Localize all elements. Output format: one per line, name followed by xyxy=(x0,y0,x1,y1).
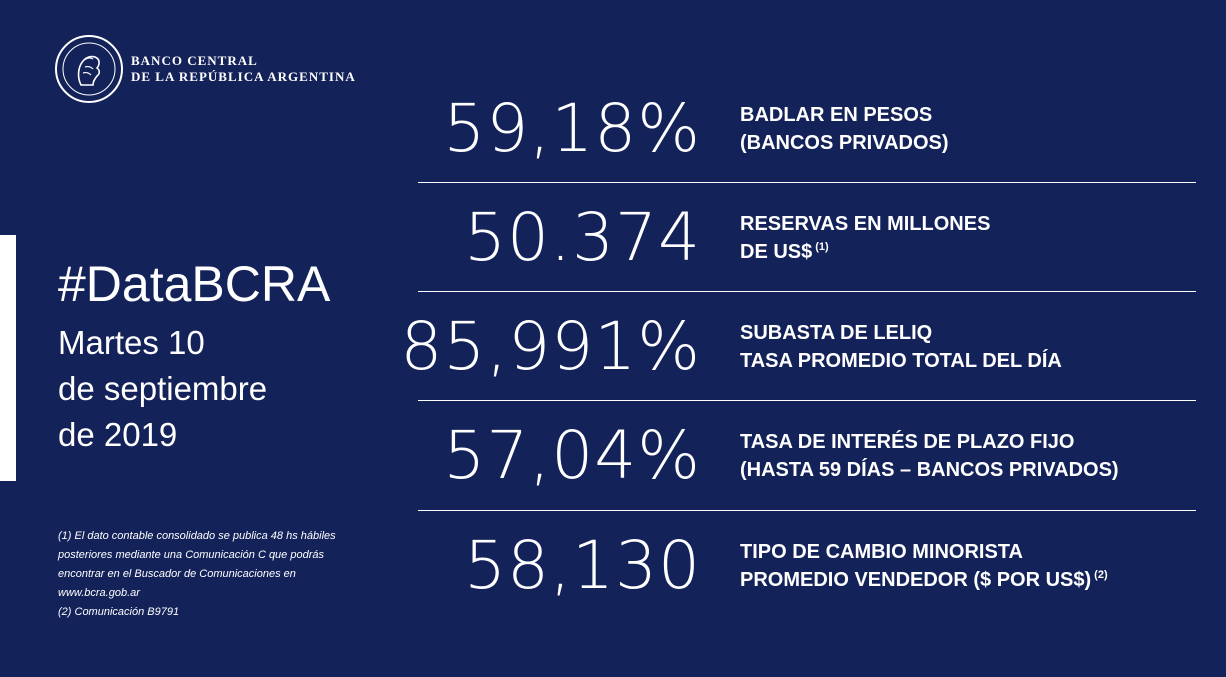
indicator-value: 58,130 xyxy=(464,527,701,604)
indicator-label: RESERVAS EN MILLONES DE US$ (1) xyxy=(740,183,1196,292)
date-block: Martes 10 de septiembre de 2019 xyxy=(58,320,358,458)
indicator-row-reservas: 50.374 RESERVAS EN MILLONES DE US$ (1) xyxy=(418,183,1196,292)
date-line1: Martes 10 xyxy=(58,324,205,361)
date-line2: de septiembre xyxy=(58,370,268,407)
hashtag-title: #DataBCRA xyxy=(58,256,331,312)
indicator-label-line1: TIPO DE CAMBIO MINORISTA xyxy=(740,540,1023,563)
indicator-value: 59,18% xyxy=(443,90,701,167)
date-line3: de 2019 xyxy=(58,416,178,453)
indicator-label-line2: (HASTA 59 DÍAS – BANCOS PRIVADOS) xyxy=(740,458,1119,481)
indicator-value: 50.374 xyxy=(464,199,701,276)
indicator-label-line2: (BANCOS PRIVADOS) xyxy=(740,131,949,154)
divider xyxy=(418,291,1196,292)
indicator-label: BADLAR EN PESOS (BANCOS PRIVADOS) xyxy=(740,74,1196,183)
footnotes: (1) El dato contable consolidado se publ… xyxy=(58,530,336,618)
indicator-label-line2: PROMEDIO VENDEDOR ($ POR US$) (2) xyxy=(740,568,1108,591)
indicator-label: TIPO DE CAMBIO MINORISTA PROMEDIO VENDED… xyxy=(740,511,1196,620)
footnote-ref: (1) xyxy=(815,240,829,253)
accent-bar xyxy=(0,235,16,481)
indicator-row-leliq: 85,991% SUBASTA DE LELIQ TASA PROMEDIO T… xyxy=(400,292,1196,401)
indicator-label-line1: BADLAR EN PESOS xyxy=(740,103,933,126)
indicator-value: 85,991% xyxy=(400,308,701,385)
bcra-logo: BANCO CENTRAL DE LA REPÚBLICA ARGENTINA xyxy=(55,35,395,110)
bank-name-line1: BANCO CENTRAL xyxy=(131,53,258,68)
bcra-seal-icon xyxy=(55,35,123,103)
indicator-label-line1: RESERVAS EN MILLONES xyxy=(740,212,991,235)
indicator-label: TASA DE INTERÉS DE PLAZO FIJO (HASTA 59 … xyxy=(740,401,1196,510)
bank-name: BANCO CENTRAL DE LA REPÚBLICA ARGENTINA xyxy=(131,53,356,85)
indicator-label-line2: DE US$ (1) xyxy=(740,240,829,263)
indicator-label-line2: TASA PROMEDIO TOTAL DEL DÍA xyxy=(740,349,1062,372)
indicator-label: SUBASTA DE LELIQ TASA PROMEDIO TOTAL DEL… xyxy=(740,292,1196,401)
divider xyxy=(418,400,1196,401)
divider xyxy=(418,510,1196,511)
indicator-row-badlar: 59,18% BADLAR EN PESOS (BANCOS PRIVADOS) xyxy=(418,74,1196,183)
footnote-ref: (2) xyxy=(1094,568,1108,581)
indicator-row-tipo-cambio: 58,130 TIPO DE CAMBIO MINORISTA PROMEDIO… xyxy=(418,511,1196,620)
indicator-value: 57,04% xyxy=(443,417,701,494)
bank-name-line2: DE LA REPÚBLICA ARGENTINA xyxy=(131,69,356,84)
indicator-row-plazo-fijo: 57,04% TASA DE INTERÉS DE PLAZO FIJO (HA… xyxy=(418,401,1196,510)
divider xyxy=(418,182,1196,183)
indicator-label-line1: TASA DE INTERÉS DE PLAZO FIJO xyxy=(740,430,1075,453)
indicator-label-line1: SUBASTA DE LELIQ xyxy=(740,321,933,344)
